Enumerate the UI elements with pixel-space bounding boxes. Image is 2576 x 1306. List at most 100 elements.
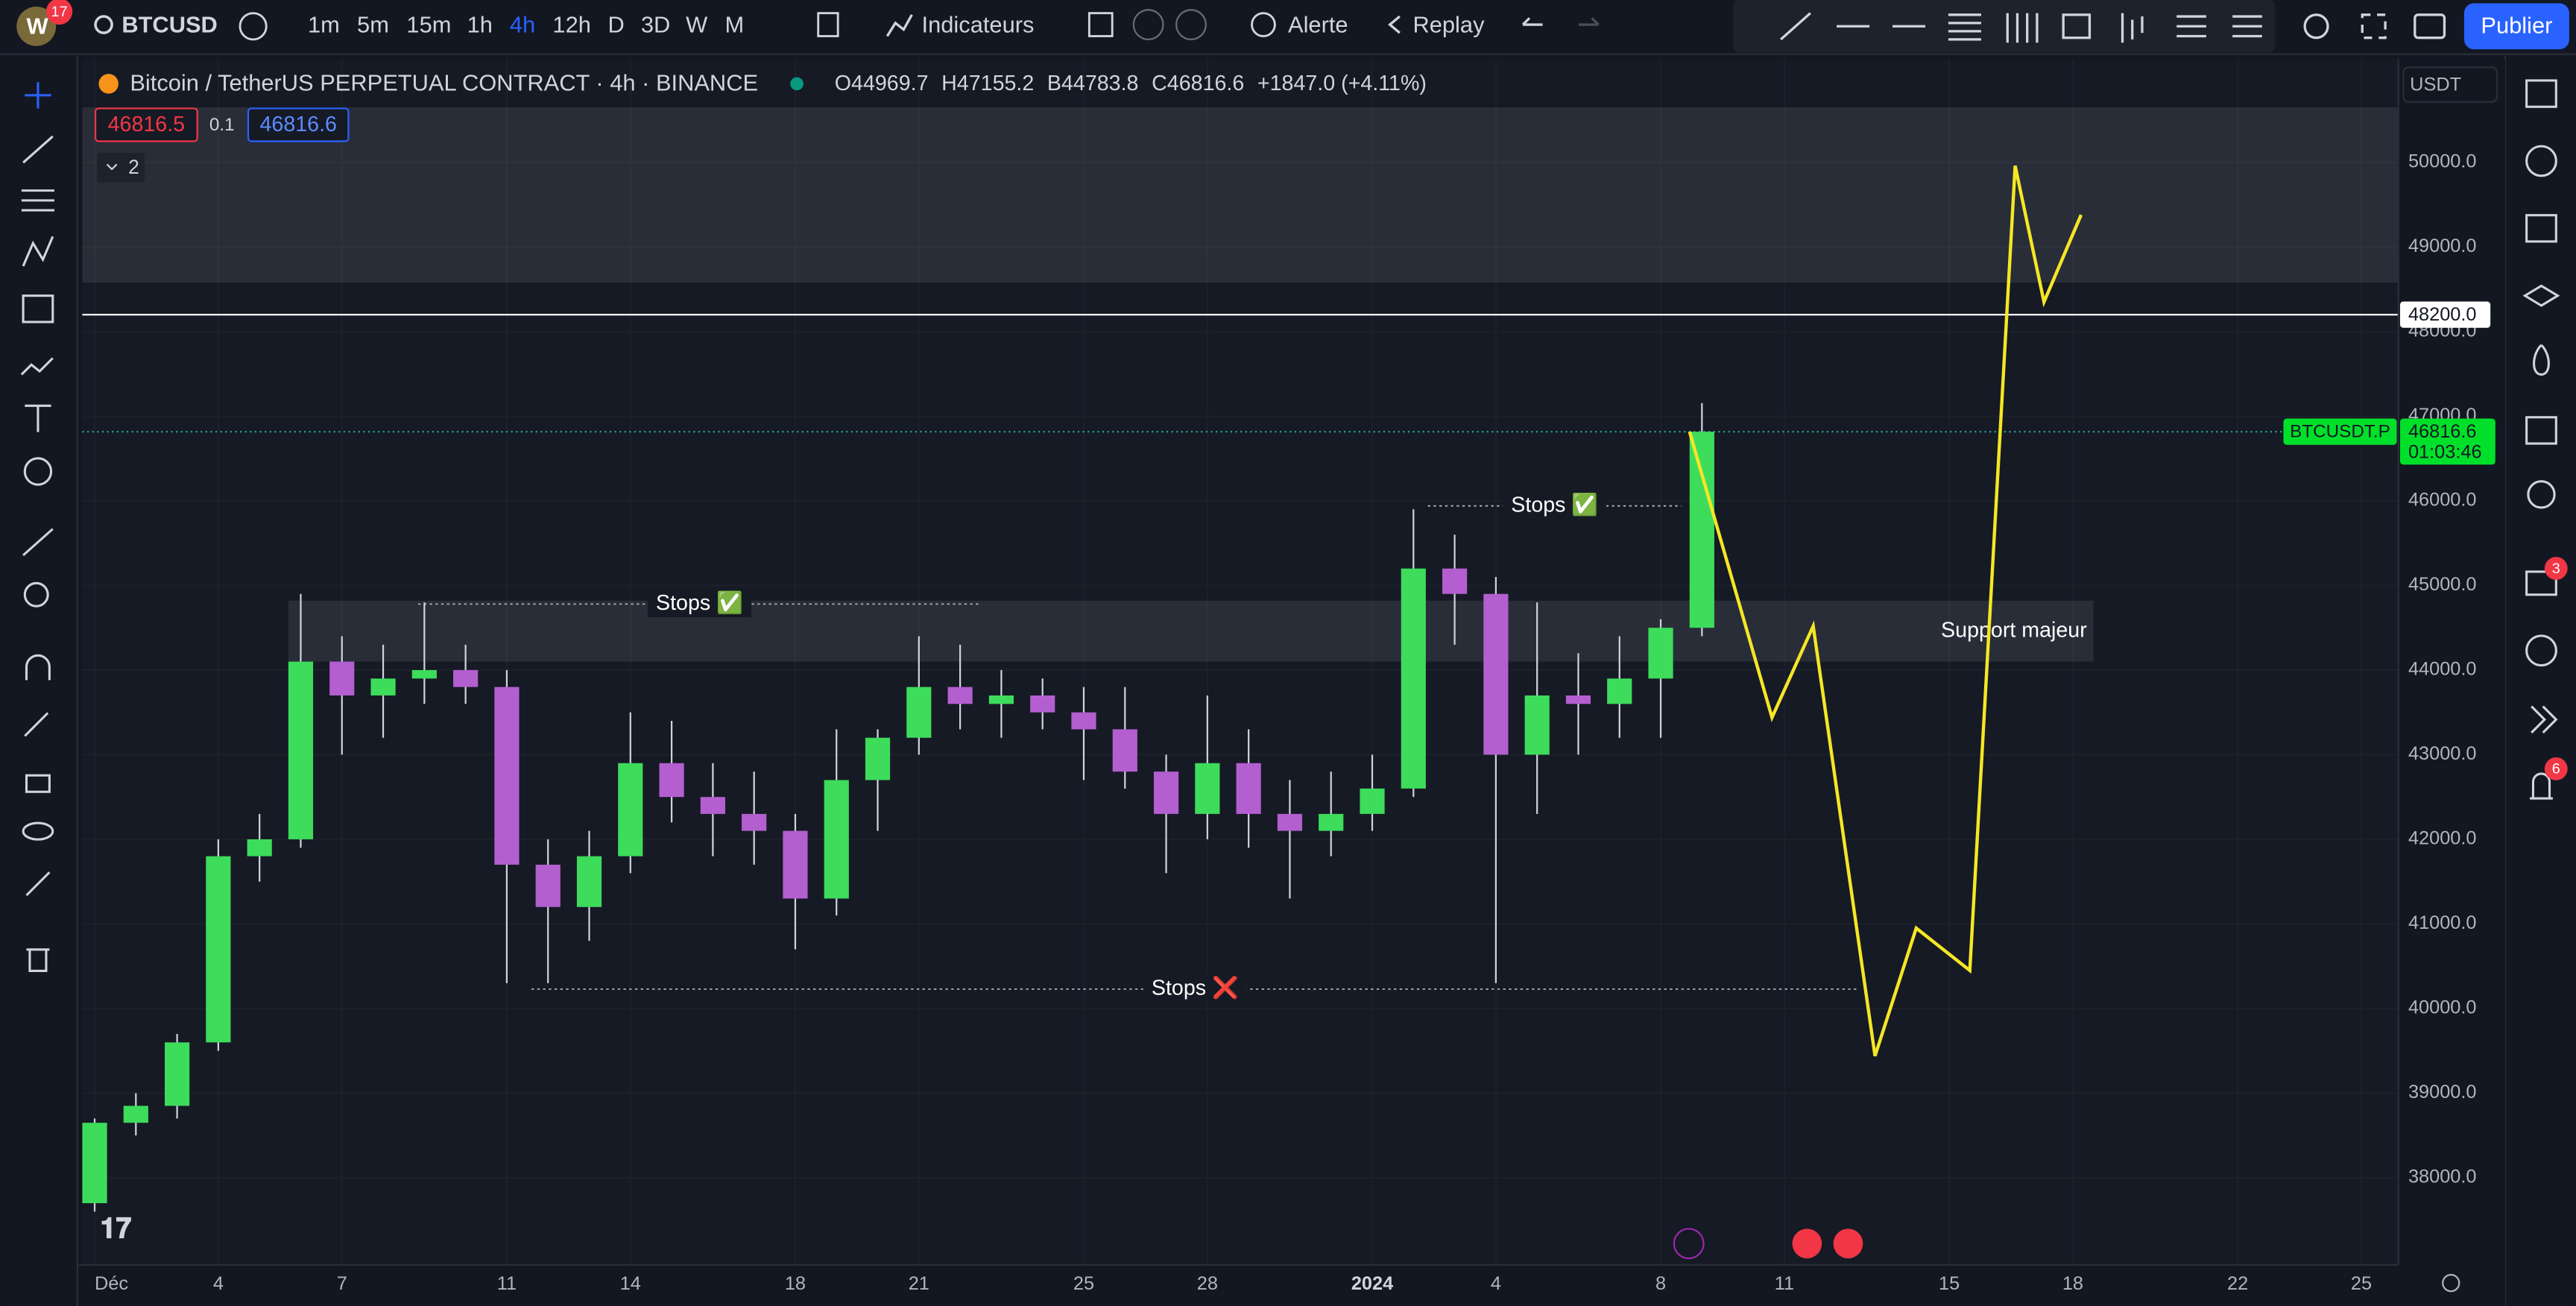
chart-pane (82, 59, 2399, 1265)
search-icon[interactable] (94, 15, 113, 34)
badge (45, 0, 73, 25)
notifications[interactable] (2530, 772, 2553, 800)
tool-brush[interactable] (20, 357, 54, 376)
x-tick-label: 18 (2062, 1273, 2083, 1294)
indicators-icon (886, 14, 913, 37)
candle-body (123, 1105, 148, 1123)
streams[interactable] (2525, 634, 2557, 667)
tool-magnet[interactable] (25, 654, 51, 681)
replay-panel[interactable] (2531, 705, 2558, 734)
interval[interactable]: 4h (510, 11, 535, 37)
icon-m[interactable] (1132, 9, 1164, 40)
fullscreen[interactable] (2361, 13, 2387, 40)
replay-button[interactable]: Replay (1412, 11, 1485, 37)
tool-pattern[interactable] (22, 236, 54, 267)
tool-emoji[interactable] (23, 457, 53, 486)
tool-projection[interactable] (22, 294, 54, 324)
x-tick-label: 11 (1775, 1273, 1794, 1294)
avatar-letter: W (27, 13, 49, 40)
sell-button[interactable] (94, 107, 198, 142)
tool-lock[interactable] (25, 774, 51, 793)
data-window[interactable] (2525, 214, 2557, 243)
hotlists[interactable] (2533, 344, 2550, 376)
candle-body (742, 813, 767, 831)
tool-trash[interactable] (26, 948, 50, 972)
countdown: 01:03:46 (2408, 442, 2482, 463)
x-tick-label: 18 (785, 1273, 806, 1294)
tool-object-tree[interactable] (2232, 15, 2262, 38)
snapshot[interactable] (2414, 13, 2446, 40)
currency-select[interactable] (2402, 66, 2498, 103)
market-status (790, 77, 804, 91)
calendar[interactable] (2525, 416, 2557, 445)
publish-button[interactable] (2463, 3, 2569, 50)
buy-button[interactable] (247, 107, 350, 142)
interval[interactable]: 15m (406, 11, 451, 37)
tool-trend[interactable] (1780, 12, 1811, 41)
tool-gann[interactable] (2006, 13, 2039, 43)
sidebar-icons (2522, 79, 2560, 800)
interval[interactable]: 3D (641, 11, 670, 37)
tool-eye[interactable] (22, 821, 54, 841)
redo[interactable] (1579, 17, 1600, 26)
interval[interactable]: M (724, 11, 744, 37)
ohlc-value: O44969.7 (835, 72, 929, 95)
tool-cross[interactable] (25, 82, 51, 109)
ohlc-value: B44783.8 (1047, 72, 1139, 95)
tool-rect[interactable] (2062, 13, 2092, 40)
candle-body (535, 864, 561, 907)
drawing-toolbar (1733, 0, 2276, 53)
coin-icon (98, 74, 119, 94)
symbol-tag (2283, 418, 2397, 445)
axis-settings[interactable] (2442, 1274, 2460, 1293)
layers[interactable] (2522, 284, 2560, 307)
tool-line[interactable] (22, 135, 54, 164)
avatar[interactable] (16, 6, 57, 46)
alerts[interactable] (2525, 145, 2557, 177)
interval[interactable]: 12h (552, 11, 590, 37)
tool-zoom[interactable] (23, 581, 49, 608)
ohlc-value: C46816.6 (1152, 72, 1244, 95)
tool-settings[interactable] (2176, 15, 2206, 38)
tool-link[interactable] (25, 871, 51, 897)
collapse-button[interactable] (97, 152, 145, 183)
tool-fib[interactable] (1948, 13, 1981, 41)
ohlc-value: H47155.2 (941, 72, 1034, 95)
interval[interactable]: 5m (357, 11, 389, 37)
indicators-button[interactable]: Indicateurs (922, 11, 1035, 37)
settings[interactable] (2303, 13, 2329, 40)
alert-button[interactable]: Alerte (1288, 11, 1348, 37)
tool-ruler[interactable] (22, 528, 54, 557)
tool-text[interactable] (25, 404, 51, 432)
candle-body (783, 830, 808, 899)
axes: 38000.0 39000.0 40000.0 41000.0 42000.0 43000… (95, 151, 2496, 1294)
y-tick-label: 43000.0 (2408, 743, 2477, 764)
layouts-icon[interactable] (1087, 12, 1114, 37)
chat[interactable] (2525, 570, 2557, 596)
ideas[interactable] (2527, 480, 2556, 509)
x-tick-label: 14 (620, 1273, 641, 1294)
alert-icon (1251, 12, 1276, 37)
candle-body (165, 1042, 190, 1106)
undo[interactable] (1521, 17, 1543, 26)
candle-body (411, 669, 437, 679)
currency: USDT (2410, 74, 2461, 95)
tool-pencil-lock[interactable] (24, 712, 49, 737)
interval[interactable]: W (686, 11, 707, 37)
candle-body (988, 695, 1014, 704)
chart-style-icon[interactable] (817, 12, 839, 37)
level-tag (2399, 301, 2491, 328)
symbol[interactable]: BTCUSD (121, 11, 218, 37)
sell-price: 46816.5 (108, 113, 185, 136)
interval[interactable]: 1h (467, 11, 493, 37)
watchlist[interactable] (2525, 79, 2557, 108)
interval[interactable]: 1m (308, 11, 340, 37)
tool-pitch[interactable] (2121, 13, 2144, 43)
interval[interactable]: D (608, 11, 625, 37)
badge-count: 17 (51, 4, 68, 20)
price-label: 46816.6 (2408, 421, 2477, 442)
candle-body (247, 839, 272, 857)
tool-fib[interactable] (21, 189, 54, 212)
add-symbol[interactable] (239, 12, 268, 41)
icon-s[interactable] (1175, 9, 1207, 40)
